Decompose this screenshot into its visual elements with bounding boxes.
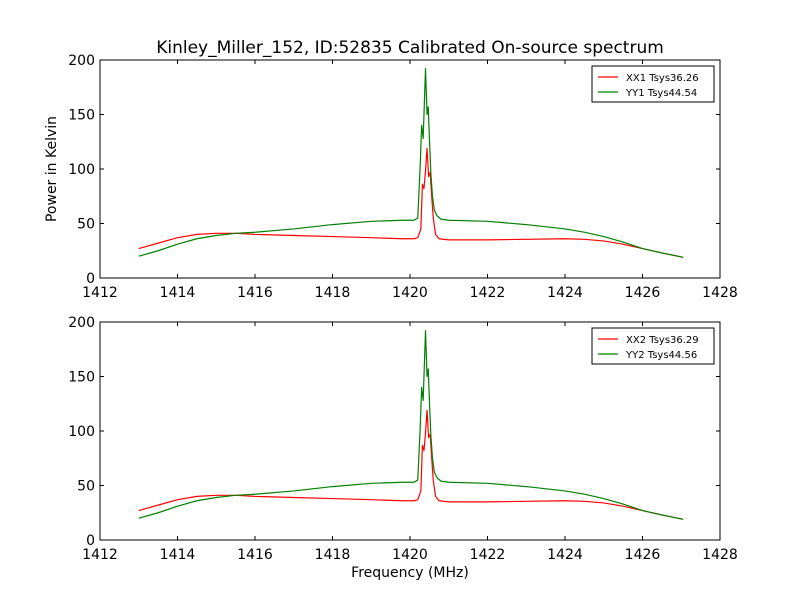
x-tick-label: 1418 <box>315 547 351 563</box>
y-tick-label: 150 <box>68 370 95 386</box>
x-tick-label: 1416 <box>237 547 273 563</box>
legend: XX1 Tsys36.26 YY1 Tsys44.54 <box>591 65 715 103</box>
y-axis-label: Power in Kelvin <box>44 116 60 222</box>
x-tick-label: 1424 <box>547 285 583 301</box>
legend-box <box>591 327 715 365</box>
x-tick-label: 1412 <box>82 285 118 301</box>
y-tick-label: 200 <box>68 53 95 69</box>
y-tick-label: 150 <box>68 108 95 124</box>
bottom-spectrum-panel: 1412 1414 1416 1418 1420 1422 1424 1426 1428 0 50 1… <box>68 315 738 563</box>
legend-label: YY2 Tsys44.56 <box>625 350 697 361</box>
x-tick-label: 1426 <box>625 547 661 563</box>
x-tick-label: 1422 <box>470 285 506 301</box>
x-tick-label: 1414 <box>160 285 196 301</box>
y-tick-label: 100 <box>68 162 95 178</box>
legend: XX2 Tsys36.29 YY2 Tsys44.56 <box>591 327 715 365</box>
y-tick-label: 200 <box>68 315 95 331</box>
x-tick-label: 1420 <box>392 285 428 301</box>
x-tick-label: 1416 <box>237 285 273 301</box>
x-tick-label: 1420 <box>392 547 428 563</box>
y-tick-label: 50 <box>77 479 95 495</box>
y-tick-label: 100 <box>68 424 95 440</box>
x-tick-label: 1418 <box>315 285 351 301</box>
x-tick-label: 1428 <box>702 285 738 301</box>
series-line-2-2 <box>138 330 684 520</box>
x-tick-label: 1424 <box>547 547 583 563</box>
series-line-1-1 <box>138 147 684 258</box>
legend-label: XX2 Tsys36.29 <box>626 335 699 346</box>
x-tick-label: 1422 <box>470 547 506 563</box>
series-line-1-2 <box>138 68 684 258</box>
x-tick-label: 1426 <box>625 285 661 301</box>
y-tick-label: 0 <box>86 533 95 549</box>
y-tick-label: 50 <box>77 217 95 233</box>
legend-box <box>591 65 715 103</box>
top-spectrum-panel: 1412 1414 1416 1418 1420 1422 1424 1426 1428 0 50 1… <box>68 53 738 301</box>
legend-label: XX1 Tsys36.26 <box>626 73 699 84</box>
x-tick-label: 1428 <box>702 547 738 563</box>
series-line-2-1 <box>138 409 684 520</box>
x-axis-label: Frequency (MHz) <box>351 565 469 581</box>
x-tick-label: 1414 <box>160 547 196 563</box>
legend-label: YY1 Tsys44.54 <box>625 88 697 99</box>
x-tick-label: 1412 <box>82 547 118 563</box>
figure-title: Kinley_Miller_152, ID:52835 Calibrated O… <box>156 38 664 58</box>
y-tick-label: 0 <box>86 271 95 287</box>
